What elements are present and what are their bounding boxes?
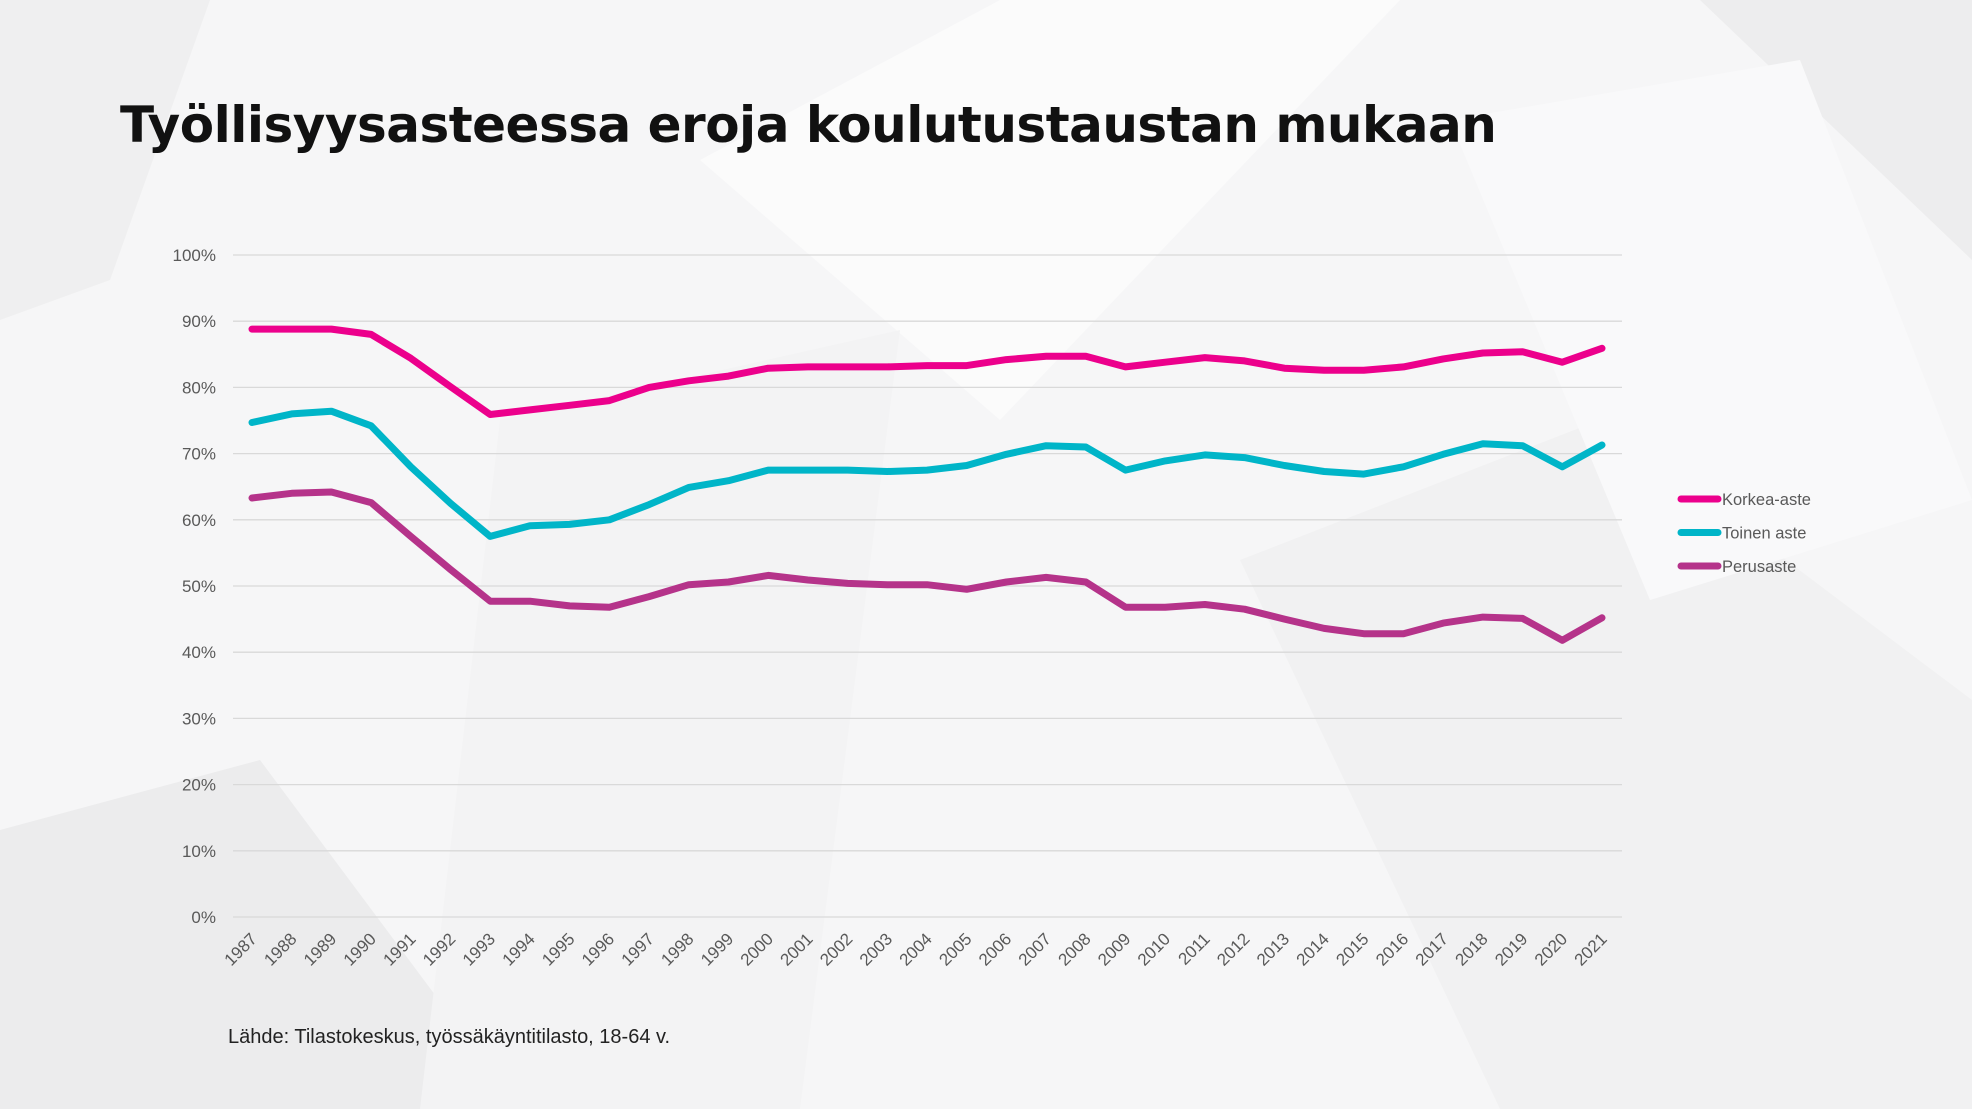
x-tick-label: 2008 xyxy=(1054,929,1094,969)
x-tick-label: 2021 xyxy=(1571,929,1611,969)
y-tick-label: 60% xyxy=(182,511,216,530)
x-tick-label: 1996 xyxy=(578,929,618,969)
series-line-korkea-aste xyxy=(248,325,1606,418)
x-tick-label: 2015 xyxy=(1332,929,1372,969)
legend-label: Perusaste xyxy=(1722,558,1796,576)
x-tick-label: 1995 xyxy=(538,929,578,969)
x-tick-label: 2012 xyxy=(1213,929,1253,969)
x-tick-label: 2009 xyxy=(1094,929,1134,969)
source-note: Lähde: Tilastokeskus, työssäkäyntitilast… xyxy=(228,1026,671,1048)
y-tick-label: 20% xyxy=(182,776,216,795)
y-tick-label: 50% xyxy=(182,577,216,596)
x-tick-label: 2010 xyxy=(1134,929,1174,969)
x-tick-label: 2000 xyxy=(737,929,777,969)
x-tick-label: 2006 xyxy=(975,929,1015,969)
x-tick-label: 1990 xyxy=(340,929,380,969)
x-tick-label: 1989 xyxy=(300,929,340,969)
x-tick-label: 1994 xyxy=(499,929,539,969)
x-tick-label: 2011 xyxy=(1174,929,1213,968)
x-tick-label: 2003 xyxy=(856,929,896,969)
x-tick-label: 1987 xyxy=(221,929,261,969)
y-tick-label: 0% xyxy=(191,908,216,927)
y-tick-label: 100% xyxy=(173,246,216,265)
y-tick-label: 10% xyxy=(182,842,216,861)
x-tick-label: 2018 xyxy=(1452,929,1492,969)
x-tick-label: 1988 xyxy=(260,929,300,969)
y-tick-label: 90% xyxy=(182,312,216,331)
x-tick-label: 2014 xyxy=(1293,929,1333,969)
x-tick-label: 2007 xyxy=(1015,929,1055,969)
x-tick-label: 1992 xyxy=(419,929,459,969)
slide-title: Työllisyysasteessa eroja koulutustaustan… xyxy=(120,96,1497,154)
x-tick-label: 1999 xyxy=(697,929,737,969)
x-tick-label: 2016 xyxy=(1372,929,1412,969)
y-tick-label: 70% xyxy=(182,445,216,464)
x-tick-label: 1997 xyxy=(618,929,658,969)
x-tick-label: 2002 xyxy=(816,929,856,969)
x-tick-label: 1993 xyxy=(459,929,499,969)
series-line-perusaste xyxy=(248,488,1606,644)
y-tick-label: 40% xyxy=(182,643,216,662)
x-tick-label: 2019 xyxy=(1491,929,1531,969)
series-line-toinen-aste xyxy=(248,407,1606,540)
legend-label: Toinen aste xyxy=(1722,525,1806,543)
y-tick-label: 30% xyxy=(182,709,216,728)
y-tick-label: 80% xyxy=(182,378,216,397)
legend-label: Korkea-aste xyxy=(1722,491,1811,509)
x-tick-label: 1991 xyxy=(379,929,419,969)
x-tick-label: 2005 xyxy=(935,929,975,969)
x-tick-label: 2001 xyxy=(777,929,817,969)
x-tick-label: 2020 xyxy=(1531,929,1571,969)
x-tick-label: 2017 xyxy=(1412,929,1452,969)
x-tick-label: 1998 xyxy=(657,929,697,969)
x-tick-label: 2013 xyxy=(1253,929,1293,969)
x-tick-label: 2004 xyxy=(896,929,936,969)
